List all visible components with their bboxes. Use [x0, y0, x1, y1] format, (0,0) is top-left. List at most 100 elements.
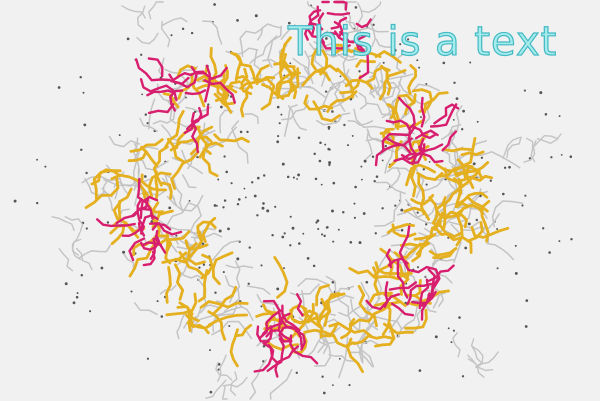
gray-bond-fragment [246, 285, 271, 295]
gray-bond-fragment [450, 223, 462, 263]
solvent-dot [83, 123, 87, 127]
magenta-bond-fragment [289, 334, 319, 365]
gold-bond-fragment [90, 168, 121, 186]
magenta-bond-fragment [406, 282, 433, 306]
gold-bond-fragment [456, 158, 475, 189]
solvent-dot [188, 200, 191, 202]
gray-bond-fragment [328, 354, 355, 363]
gold-bond-fragment [201, 149, 219, 178]
solvent-dot [425, 183, 428, 186]
solvent-dot [475, 218, 478, 222]
gray-bond-fragment [358, 92, 368, 110]
magenta-bond-fragment [183, 105, 210, 134]
magenta-bond-fragment [115, 207, 151, 225]
solvent-dot [337, 228, 340, 231]
gray-bond-fragment [166, 202, 189, 227]
gray-bond-fragment [205, 379, 227, 399]
solvent-dot [407, 38, 410, 41]
solvent-dot [277, 135, 280, 138]
gold-bond-fragment [234, 52, 243, 82]
gray-bond-fragment [358, 304, 369, 332]
solvent-dot [542, 227, 545, 230]
solvent-dot [331, 209, 334, 213]
gray-bond-fragment [202, 20, 223, 45]
solvent-dot [318, 159, 322, 163]
solvent-dot [467, 222, 471, 226]
magenta-bond-fragment [396, 259, 409, 299]
solvent-dot [381, 207, 384, 210]
gray-bond-fragment [345, 27, 389, 44]
magenta-bond-fragment [139, 78, 175, 93]
magenta-bond-fragment [420, 292, 431, 321]
solvent-dot [319, 141, 322, 145]
solvent-dot [425, 223, 428, 226]
solvent-dot [544, 113, 548, 116]
solvent-dot [218, 229, 222, 233]
gray-bond-fragment [229, 371, 238, 396]
gray-bond-fragment [215, 361, 233, 381]
gold-bond-fragment [189, 125, 214, 156]
gold-bond-fragment [411, 242, 430, 263]
gold-bond-fragment [213, 92, 233, 114]
gray-bond-fragment [525, 137, 536, 163]
solvent-dot [230, 182, 233, 185]
solvent-dot [239, 130, 243, 134]
gray-bond-fragment [136, 32, 159, 45]
magenta-bond-fragment [304, 22, 324, 41]
magenta-bond-fragment [154, 229, 167, 254]
gold-bond-fragment [140, 173, 167, 192]
gold-bond-fragment [348, 267, 396, 279]
solvent-dot [222, 206, 225, 209]
gray-bond-fragment [431, 258, 455, 265]
gray-bond-fragment [410, 83, 440, 94]
gold-bond-fragment [336, 67, 355, 99]
solvent-dot [323, 234, 326, 238]
gold-bond-fragment [165, 266, 172, 304]
gray-bond-fragment [253, 50, 262, 84]
gray-bond-fragment [366, 102, 394, 116]
gray-bond-fragment [76, 247, 93, 271]
magenta-bond-fragment [136, 197, 145, 235]
gray-bond-fragment [316, 329, 337, 345]
magenta-bond-fragment [397, 96, 416, 131]
gray-bond-fragment [269, 368, 293, 400]
gold-bond-fragment [196, 125, 212, 155]
solvent-dot [472, 162, 476, 166]
gray-bond-fragment [316, 112, 351, 126]
magenta-bond-fragment [385, 136, 412, 155]
gold-bond-fragment [197, 269, 209, 303]
solvent-dot [354, 6, 358, 9]
solvent-dot [228, 324, 231, 328]
gold-bond-fragment [262, 303, 280, 315]
gold-bond-fragment [437, 165, 464, 178]
solvent-dot [525, 299, 529, 302]
solvent-dot [146, 357, 150, 360]
solvent-dot [399, 43, 402, 46]
magenta-bond-fragment [308, 9, 322, 36]
gray-bond-fragment [134, 189, 168, 206]
solvent-dot [261, 206, 265, 210]
solvent-dot [160, 315, 164, 318]
solvent-dot [328, 163, 331, 167]
gold-bond-fragment [234, 323, 253, 338]
gray-bond-fragment [236, 301, 254, 321]
gold-bond-fragment [321, 322, 339, 338]
gray-bond-fragment [133, 157, 169, 171]
gold-bond-fragment [129, 138, 164, 153]
gold-bond-fragment [346, 337, 364, 374]
solvent-dot [286, 175, 290, 179]
solvent-dot [496, 228, 499, 230]
gold-bond-fragment [170, 150, 200, 190]
gray-bond-fragment [139, 117, 159, 132]
solvent-dot [256, 176, 260, 180]
solvent-dot [560, 153, 563, 156]
solvent-dot [358, 70, 361, 73]
solvent-dot [283, 232, 286, 235]
gray-bond-fragment [121, 5, 146, 19]
magenta-bond-fragment [295, 293, 304, 317]
gray-bond-fragment [165, 174, 184, 212]
magenta-bond-fragment [385, 119, 412, 139]
solvent-dot [207, 103, 210, 106]
gold-bond-fragment [289, 66, 298, 100]
